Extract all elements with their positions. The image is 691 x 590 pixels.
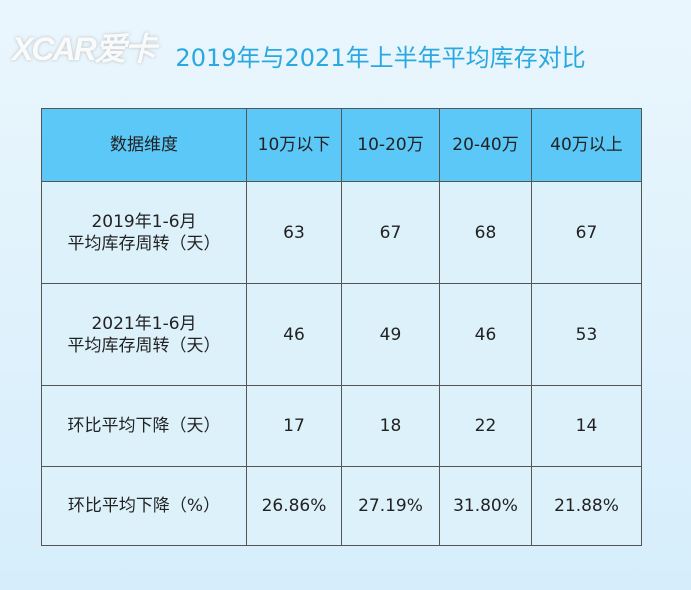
inventory-table: 数据维度 10万以下 10-20万 20-40万 40万以上 2019年1-6月… (41, 108, 642, 546)
row-label: 2019年1-6月 平均库存周转（天） (41, 181, 247, 284)
header-cell: 10-20万 (341, 108, 440, 182)
table-cell: 26.86% (246, 466, 342, 546)
table-row: 2021年1-6月 平均库存周转（天） 46 49 46 53 (41, 283, 642, 386)
row-label-line: 2021年1-6月 (91, 313, 197, 334)
table-cell: 49 (341, 283, 440, 386)
header-cell: 数据维度 (41, 108, 247, 182)
table-cell: 67 (341, 181, 440, 284)
row-label: 2021年1-6月 平均库存周转（天） (41, 283, 247, 386)
table-cell: 21.88% (531, 466, 642, 546)
table-cell: 67 (531, 181, 642, 284)
table-cell: 14 (531, 385, 642, 467)
row-label-line: 平均库存周转（天） (67, 233, 221, 254)
table-cell: 46 (246, 283, 342, 386)
table-cell: 68 (439, 181, 532, 284)
row-label: 环比平均下降（天） (41, 385, 247, 467)
row-label-line: 2019年1-6月 (91, 211, 197, 232)
row-label: 环比平均下降（%） (41, 466, 247, 546)
table-cell: 46 (439, 283, 532, 386)
table-cell: 17 (246, 385, 342, 467)
table-cell: 53 (531, 283, 642, 386)
table-row: 环比平均下降（天） 17 18 22 14 (41, 385, 642, 467)
xcar-watermark-logo: XCAR爱卡 (12, 31, 157, 67)
header-cell: 10万以下 (246, 108, 342, 182)
table-cell: 18 (341, 385, 440, 467)
table-cell: 63 (246, 181, 342, 284)
table-cell: 31.80% (439, 466, 532, 546)
chart-title: 2019年与2021年上半年平均库存对比 (175, 44, 586, 72)
row-label-line: 平均库存周转（天） (67, 335, 221, 356)
header-row: 数据维度 10万以下 10-20万 20-40万 40万以上 (41, 108, 642, 182)
header-cell: 40万以上 (531, 108, 642, 182)
table-row: 环比平均下降（%） 26.86% 27.19% 31.80% 21.88% (41, 466, 642, 546)
table-cell: 22 (439, 385, 532, 467)
header-cell: 20-40万 (439, 108, 532, 182)
table-cell: 27.19% (341, 466, 440, 546)
table-row: 2019年1-6月 平均库存周转（天） 63 67 68 67 (41, 181, 642, 284)
